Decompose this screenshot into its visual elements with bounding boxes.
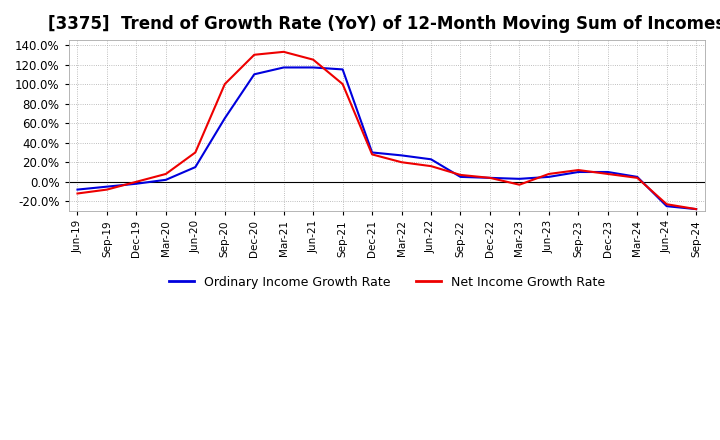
- Ordinary Income Growth Rate: [73, 187, 82, 192]
- Ordinary Income Growth Rate: [220, 116, 229, 121]
- Net Income Growth Rate: [220, 81, 229, 87]
- Net Income Growth Rate: [633, 175, 642, 180]
- Ordinary Income Growth Rate: [103, 184, 112, 189]
- Ordinary Income Growth Rate: [309, 65, 318, 70]
- Net Income Growth Rate: [161, 171, 170, 176]
- Ordinary Income Growth Rate: [397, 153, 406, 158]
- Net Income Growth Rate: [397, 160, 406, 165]
- Ordinary Income Growth Rate: [633, 174, 642, 180]
- Ordinary Income Growth Rate: [485, 175, 494, 180]
- Ordinary Income Growth Rate: [132, 181, 140, 187]
- Net Income Growth Rate: [456, 172, 465, 178]
- Net Income Growth Rate: [692, 206, 701, 212]
- Ordinary Income Growth Rate: [692, 206, 701, 212]
- Net Income Growth Rate: [544, 171, 553, 176]
- Net Income Growth Rate: [250, 52, 258, 57]
- Ordinary Income Growth Rate: [574, 169, 582, 175]
- Net Income Growth Rate: [132, 179, 140, 184]
- Net Income Growth Rate: [485, 175, 494, 180]
- Net Income Growth Rate: [515, 182, 523, 187]
- Net Income Growth Rate: [309, 57, 318, 62]
- Ordinary Income Growth Rate: [161, 177, 170, 183]
- Ordinary Income Growth Rate: [603, 169, 612, 175]
- Net Income Growth Rate: [662, 202, 671, 207]
- Net Income Growth Rate: [103, 187, 112, 192]
- Title: [3375]  Trend of Growth Rate (YoY) of 12-Month Moving Sum of Incomes: [3375] Trend of Growth Rate (YoY) of 12-…: [48, 15, 720, 33]
- Net Income Growth Rate: [73, 191, 82, 196]
- Ordinary Income Growth Rate: [662, 204, 671, 209]
- Ordinary Income Growth Rate: [279, 65, 288, 70]
- Net Income Growth Rate: [574, 167, 582, 172]
- Net Income Growth Rate: [368, 152, 377, 157]
- Net Income Growth Rate: [427, 164, 436, 169]
- Net Income Growth Rate: [603, 171, 612, 176]
- Ordinary Income Growth Rate: [368, 150, 377, 155]
- Ordinary Income Growth Rate: [191, 165, 199, 170]
- Ordinary Income Growth Rate: [427, 157, 436, 162]
- Ordinary Income Growth Rate: [544, 174, 553, 180]
- Legend: Ordinary Income Growth Rate, Net Income Growth Rate: Ordinary Income Growth Rate, Net Income …: [164, 271, 610, 294]
- Net Income Growth Rate: [191, 150, 199, 155]
- Net Income Growth Rate: [338, 81, 347, 87]
- Net Income Growth Rate: [279, 49, 288, 55]
- Ordinary Income Growth Rate: [338, 67, 347, 72]
- Ordinary Income Growth Rate: [515, 176, 523, 181]
- Ordinary Income Growth Rate: [250, 72, 258, 77]
- Ordinary Income Growth Rate: [456, 174, 465, 180]
- Line: Net Income Growth Rate: Net Income Growth Rate: [78, 52, 696, 209]
- Line: Ordinary Income Growth Rate: Ordinary Income Growth Rate: [78, 67, 696, 209]
